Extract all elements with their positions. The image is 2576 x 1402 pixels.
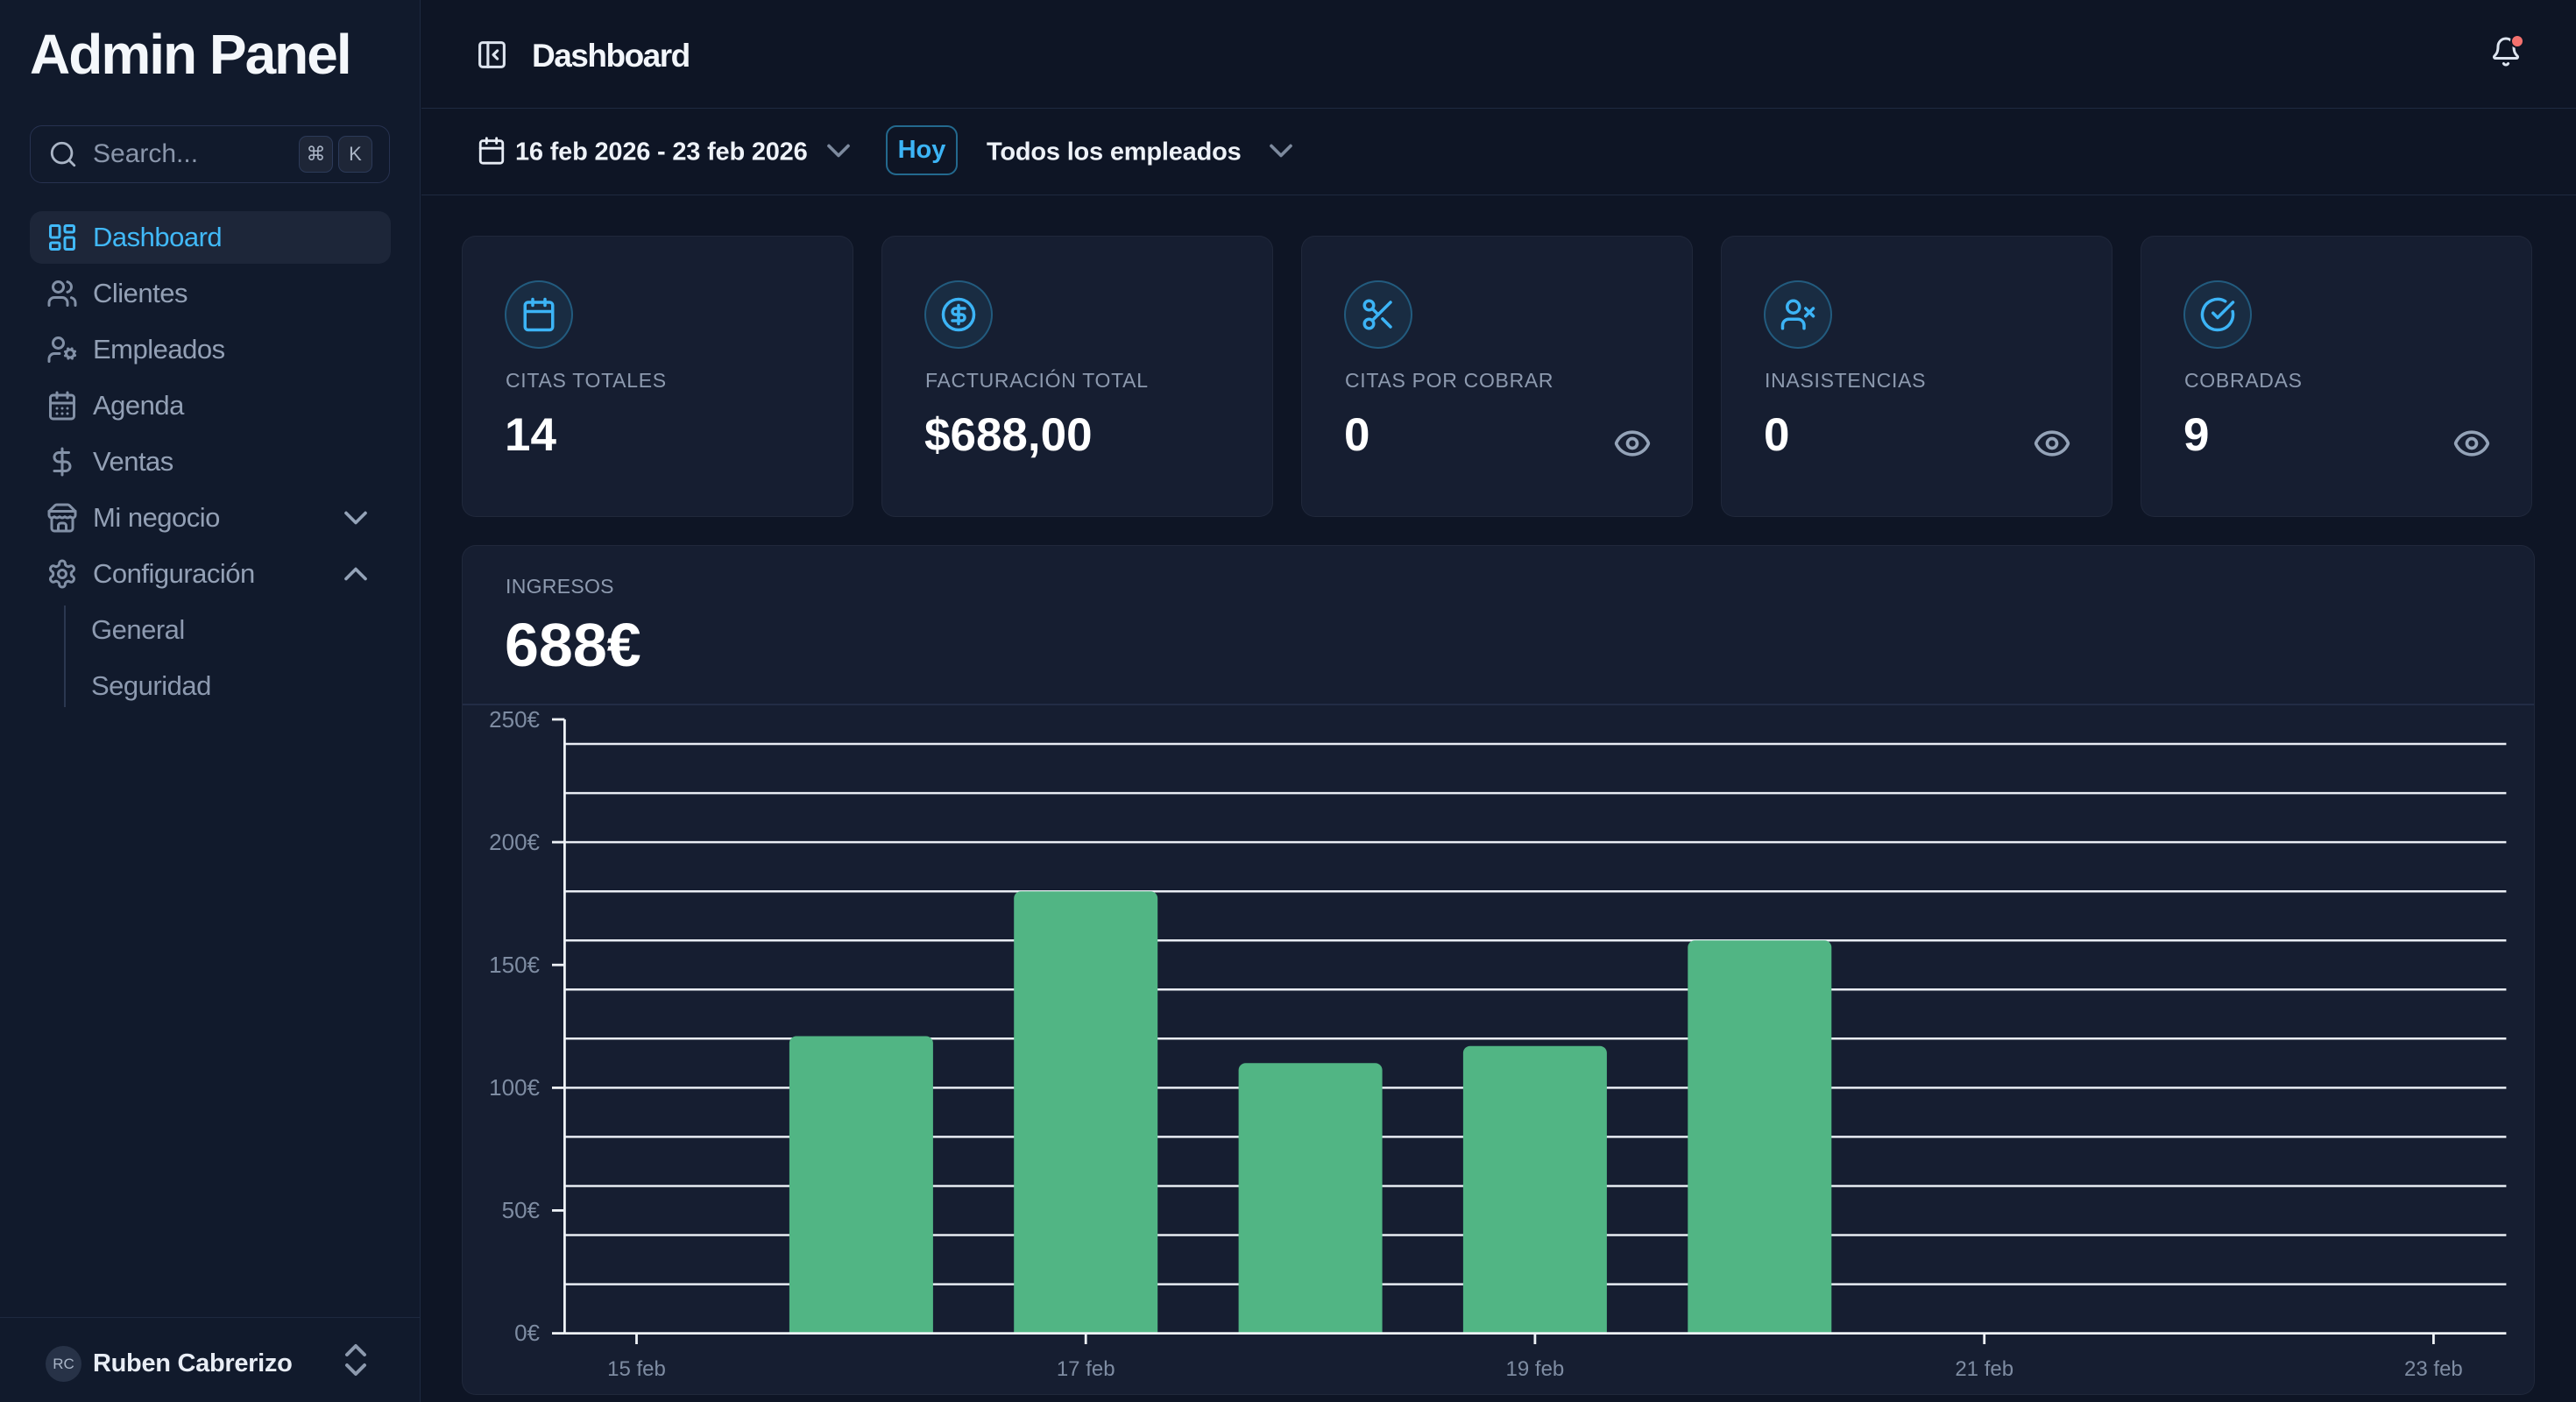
svg-text:100€: 100€ bbox=[489, 1074, 540, 1101]
svg-text:19 feb: 19 feb bbox=[1506, 1357, 1565, 1381]
svg-text:50€: 50€ bbox=[502, 1197, 541, 1223]
svg-text:23 feb: 23 feb bbox=[2404, 1357, 2463, 1381]
svg-text:250€: 250€ bbox=[489, 706, 540, 733]
svg-text:17 feb: 17 feb bbox=[1057, 1357, 1115, 1381]
svg-text:21 feb: 21 feb bbox=[1955, 1357, 2013, 1381]
svg-text:0€: 0€ bbox=[514, 1320, 540, 1346]
svg-text:200€: 200€ bbox=[489, 829, 540, 855]
svg-text:15 feb: 15 feb bbox=[607, 1357, 666, 1381]
svg-text:150€: 150€ bbox=[489, 952, 540, 978]
